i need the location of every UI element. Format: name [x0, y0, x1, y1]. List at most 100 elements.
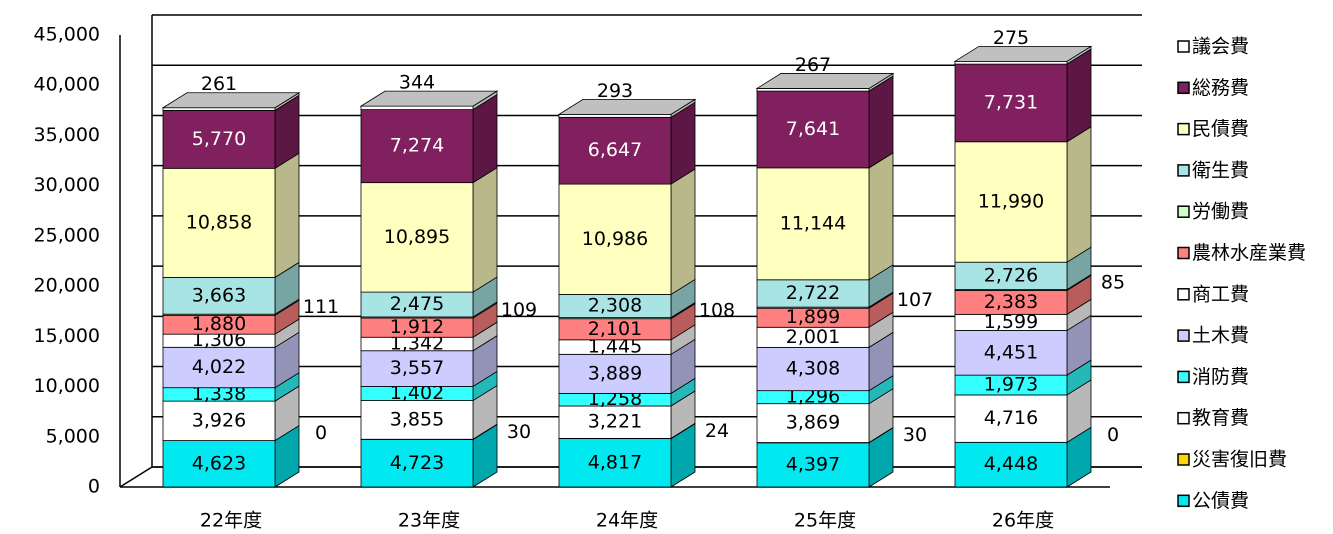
legend-swatch: [1177, 329, 1190, 342]
legend-label: 土木費: [1192, 325, 1249, 347]
bar-side-shade: [473, 303, 497, 338]
bar: [162, 276, 276, 315]
bar-side-shade: [275, 425, 299, 487]
data-label: 4,308: [786, 358, 840, 380]
bar: [954, 60, 1068, 65]
data-label: 2,475: [390, 293, 444, 315]
bar-side-shade: [671, 378, 695, 407]
data-label: 3,663: [192, 284, 246, 306]
bar-side-shade: [869, 152, 893, 280]
data-label: 344: [399, 72, 435, 94]
data-label: 108: [699, 300, 735, 322]
data-label: 0: [315, 422, 327, 444]
data-label: 11,990: [978, 190, 1044, 212]
bar: [756, 346, 870, 392]
bar-side-shade: [671, 102, 695, 185]
data-label: 3,889: [588, 362, 642, 384]
data-label: 4,397: [786, 453, 840, 475]
data-label: 3,221: [588, 411, 642, 433]
legend-label: 公債費: [1192, 490, 1249, 512]
data-label: 5,770: [192, 128, 246, 150]
bar: [558, 116, 672, 185]
y-tick-label: 20,000: [34, 275, 100, 297]
y-tick-label: 10,000: [34, 375, 100, 397]
bar-side-shade: [1067, 275, 1091, 315]
bar-side-shade: [671, 339, 695, 394]
bar: [756, 403, 870, 443]
data-label: 2,308: [588, 295, 642, 317]
x-tick-label: 25年度: [794, 510, 856, 532]
data-label: 7,274: [390, 135, 444, 157]
data-label: 1,880: [192, 313, 246, 335]
data-label: 7,641: [786, 118, 840, 140]
bar: [756, 167, 870, 281]
bar: [162, 346, 276, 389]
bar-top: [557, 98, 697, 115]
bar-side-shade: [275, 153, 299, 278]
data-label: 3,869: [786, 412, 840, 434]
bar-side-shade: [869, 312, 893, 348]
data-label: 107: [897, 289, 933, 311]
bar: [756, 279, 870, 308]
data-label: 10,986: [582, 228, 648, 250]
bar-side-shade: [869, 76, 893, 168]
bar-top: [755, 73, 895, 89]
bar-side-shade: [1067, 427, 1091, 487]
bar-side-shade: [1067, 126, 1091, 263]
legend-swatch: [1177, 40, 1190, 53]
data-label: 1,912: [390, 316, 444, 338]
bar-side-shade: [275, 372, 299, 402]
legend-label: 労働費: [1192, 201, 1249, 223]
bar: [558, 405, 672, 439]
data-label: 4,716: [984, 407, 1038, 429]
data-label: 2,101: [588, 318, 642, 340]
bar-side-shade: [473, 91, 497, 110]
bar: [360, 439, 474, 488]
bar-side-shade: [869, 375, 893, 404]
legend-swatch: [1177, 81, 1190, 95]
data-label: 1,342: [390, 332, 444, 354]
bar-side-shade: [473, 371, 497, 401]
bar: [954, 330, 1068, 376]
bar: [954, 394, 1068, 443]
bar: [954, 441, 1068, 488]
bar: [558, 353, 672, 394]
bar-side-shade: [671, 423, 695, 487]
data-label: 4,817: [588, 451, 642, 473]
bar-side-shade: [869, 427, 893, 487]
bar-side-shade: [1067, 49, 1091, 142]
bar: [162, 167, 276, 278]
legend-swatch: [1177, 164, 1190, 177]
legend-swatch: [1177, 453, 1190, 466]
data-label: 30: [903, 424, 927, 446]
data-label: 2,383: [984, 291, 1038, 313]
bar-side-shade: [1067, 46, 1091, 65]
bar: [162, 440, 276, 488]
legend-swatch: [1177, 411, 1190, 425]
legend-label: 教育費: [1192, 407, 1249, 429]
data-label: 1,296: [786, 386, 840, 408]
bar-side-shade: [473, 94, 497, 183]
data-label: 109: [501, 299, 537, 321]
bar: [756, 90, 870, 169]
bar-side-shade: [869, 332, 893, 391]
data-label: 1,599: [984, 311, 1038, 333]
bar-side-shade: [275, 386, 299, 441]
bar-side-shade: [473, 277, 497, 317]
bar-side-shade: [1067, 247, 1091, 290]
bar-top: [953, 45, 1093, 62]
bar: [756, 88, 870, 92]
legend-label: 農林水産業費: [1192, 242, 1306, 264]
bar-side-shade: [671, 391, 695, 439]
data-label: 11,144: [780, 212, 846, 234]
bar-side-shade: [275, 262, 299, 315]
data-label: 3,926: [192, 409, 246, 431]
data-label: 4,022: [192, 356, 246, 378]
legend-swatch: [1177, 494, 1190, 508]
data-label: 2,001: [786, 326, 840, 348]
legend-swatch: [1177, 370, 1190, 384]
legend-swatch: [1177, 122, 1190, 136]
data-label: 1,445: [588, 336, 642, 358]
bar: [558, 438, 672, 488]
y-tick-label: 40,000: [34, 74, 100, 96]
